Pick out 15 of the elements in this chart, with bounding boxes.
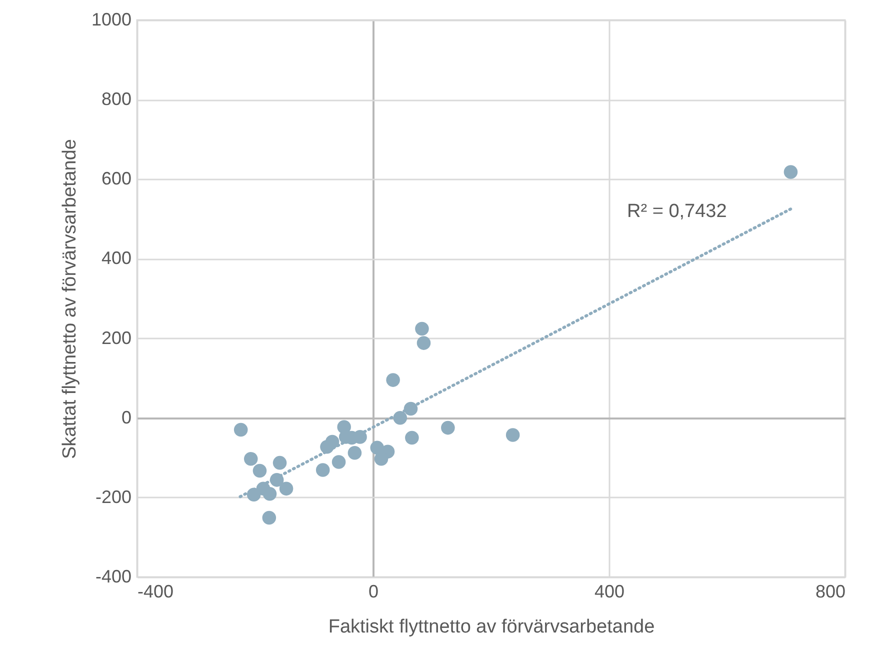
y-tick-label: 1000	[91, 10, 132, 30]
y-tick-label: 800	[101, 89, 132, 110]
annotation: R² = 0,7432	[627, 201, 727, 222]
y-tick-label: 200	[101, 328, 132, 348]
x-tick-label: -400	[138, 582, 174, 602]
y-tick-label: -200	[95, 486, 132, 507]
y-axis-title: Skattat flyttnetto av förvärvsarbetande	[59, 138, 80, 460]
x-tick-label: 400	[594, 582, 625, 602]
y-tick-label: 0	[121, 407, 132, 428]
x-axis-title: Faktiskt flyttnetto av förvärvsarbetande	[328, 616, 655, 638]
y-tick-label: 600	[101, 168, 132, 189]
x-tick-label: 800	[815, 582, 846, 602]
x-tick-label: 0	[368, 582, 379, 602]
y-tick-label: 400	[101, 248, 132, 268]
y-tick-label: -400	[95, 566, 132, 586]
